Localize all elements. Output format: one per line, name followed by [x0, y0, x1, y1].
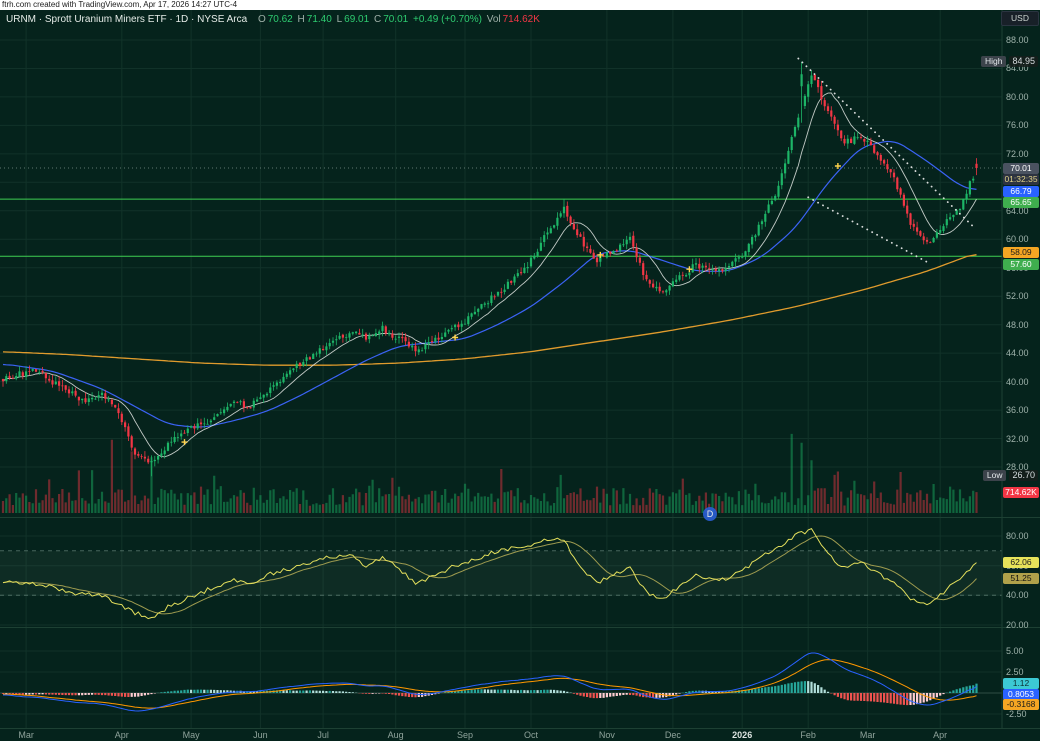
logo-watermark-icon[interactable]: D: [703, 507, 717, 521]
time-axis-month-label: Nov: [598, 730, 615, 740]
volume-bars-down: [1, 439, 978, 513]
time-axis-month-label: Dec: [664, 730, 681, 740]
attribution-bar: ftrh.com created with TradingView.com, A…: [0, 0, 1040, 10]
ma-fast-line[interactable]: [2, 140, 977, 428]
volume-bars-up: [5, 433, 975, 513]
time-axis-month-label: Feb: [800, 730, 816, 740]
rsi-ma-line[interactable]: [2, 535, 977, 615]
close-value: 70.01: [383, 14, 409, 25]
volume-label: Vol: [486, 14, 501, 25]
macd-line[interactable]: [3, 652, 977, 712]
grid-lines: [0, 10, 1002, 728]
open-label: O: [257, 14, 266, 25]
time-axis-month-label: Mar: [859, 730, 876, 740]
candles-layer: [1, 61, 978, 477]
trade-markers[interactable]: [181, 163, 841, 446]
volume-value: 714.62K: [502, 14, 540, 25]
chart-area[interactable]: URNM · Sprott Uranium Miners ETF · 1D · …: [0, 10, 1040, 740]
chart-background: [0, 10, 1040, 728]
time-axis[interactable]: Mar Apr May Jun Jul Aug Sep Oct Nov Dec 2026 Feb Mar…: [0, 728, 1040, 741]
time-axis-month-label: May: [182, 730, 200, 740]
price-chart-svg[interactable]: [0, 10, 1040, 728]
close-label: C: [373, 14, 382, 25]
open-value: 70.62: [267, 14, 293, 25]
time-axis-month-label: Jul: [317, 730, 329, 740]
rsi-band: [0, 550, 1002, 596]
time-axis-month-label: Apr: [114, 730, 129, 740]
high-value: 71.40: [306, 14, 332, 25]
trendline-drawing[interactable]: [807, 196, 928, 263]
time-axis-month-label: Jun: [253, 730, 268, 740]
symbol-title[interactable]: URNM · Sprott Uranium Miners ETF · 1D · …: [6, 14, 248, 25]
time-axis-month-label: Mar: [18, 730, 34, 740]
low-value: 69.01: [344, 14, 370, 25]
time-axis-month-label: Apr: [933, 730, 948, 740]
ma-short-line[interactable]: [2, 92, 977, 458]
low-label: L: [336, 14, 343, 25]
time-axis-month-label: Aug: [387, 730, 404, 740]
symbol-legend[interactable]: URNM · Sprott Uranium Miners ETF · 1D · …: [6, 14, 542, 25]
currency-button[interactable]: USD: [1001, 11, 1039, 26]
time-axis-month-label: Oct: [523, 730, 538, 740]
high-label: H: [297, 14, 305, 25]
attribution-text: ftrh.com created with TradingView.com, A…: [2, 0, 238, 9]
trendline-drawing[interactable]: [797, 57, 975, 228]
time-axis-year-label: 2026: [732, 730, 753, 740]
time-axis-month-label: Sep: [456, 730, 473, 740]
change-value: +0.49 (+0.70%): [413, 14, 482, 25]
ma-slow-line[interactable]: [2, 254, 977, 366]
macd-signal-line[interactable]: [2, 659, 977, 709]
rsi-line[interactable]: [2, 527, 977, 620]
